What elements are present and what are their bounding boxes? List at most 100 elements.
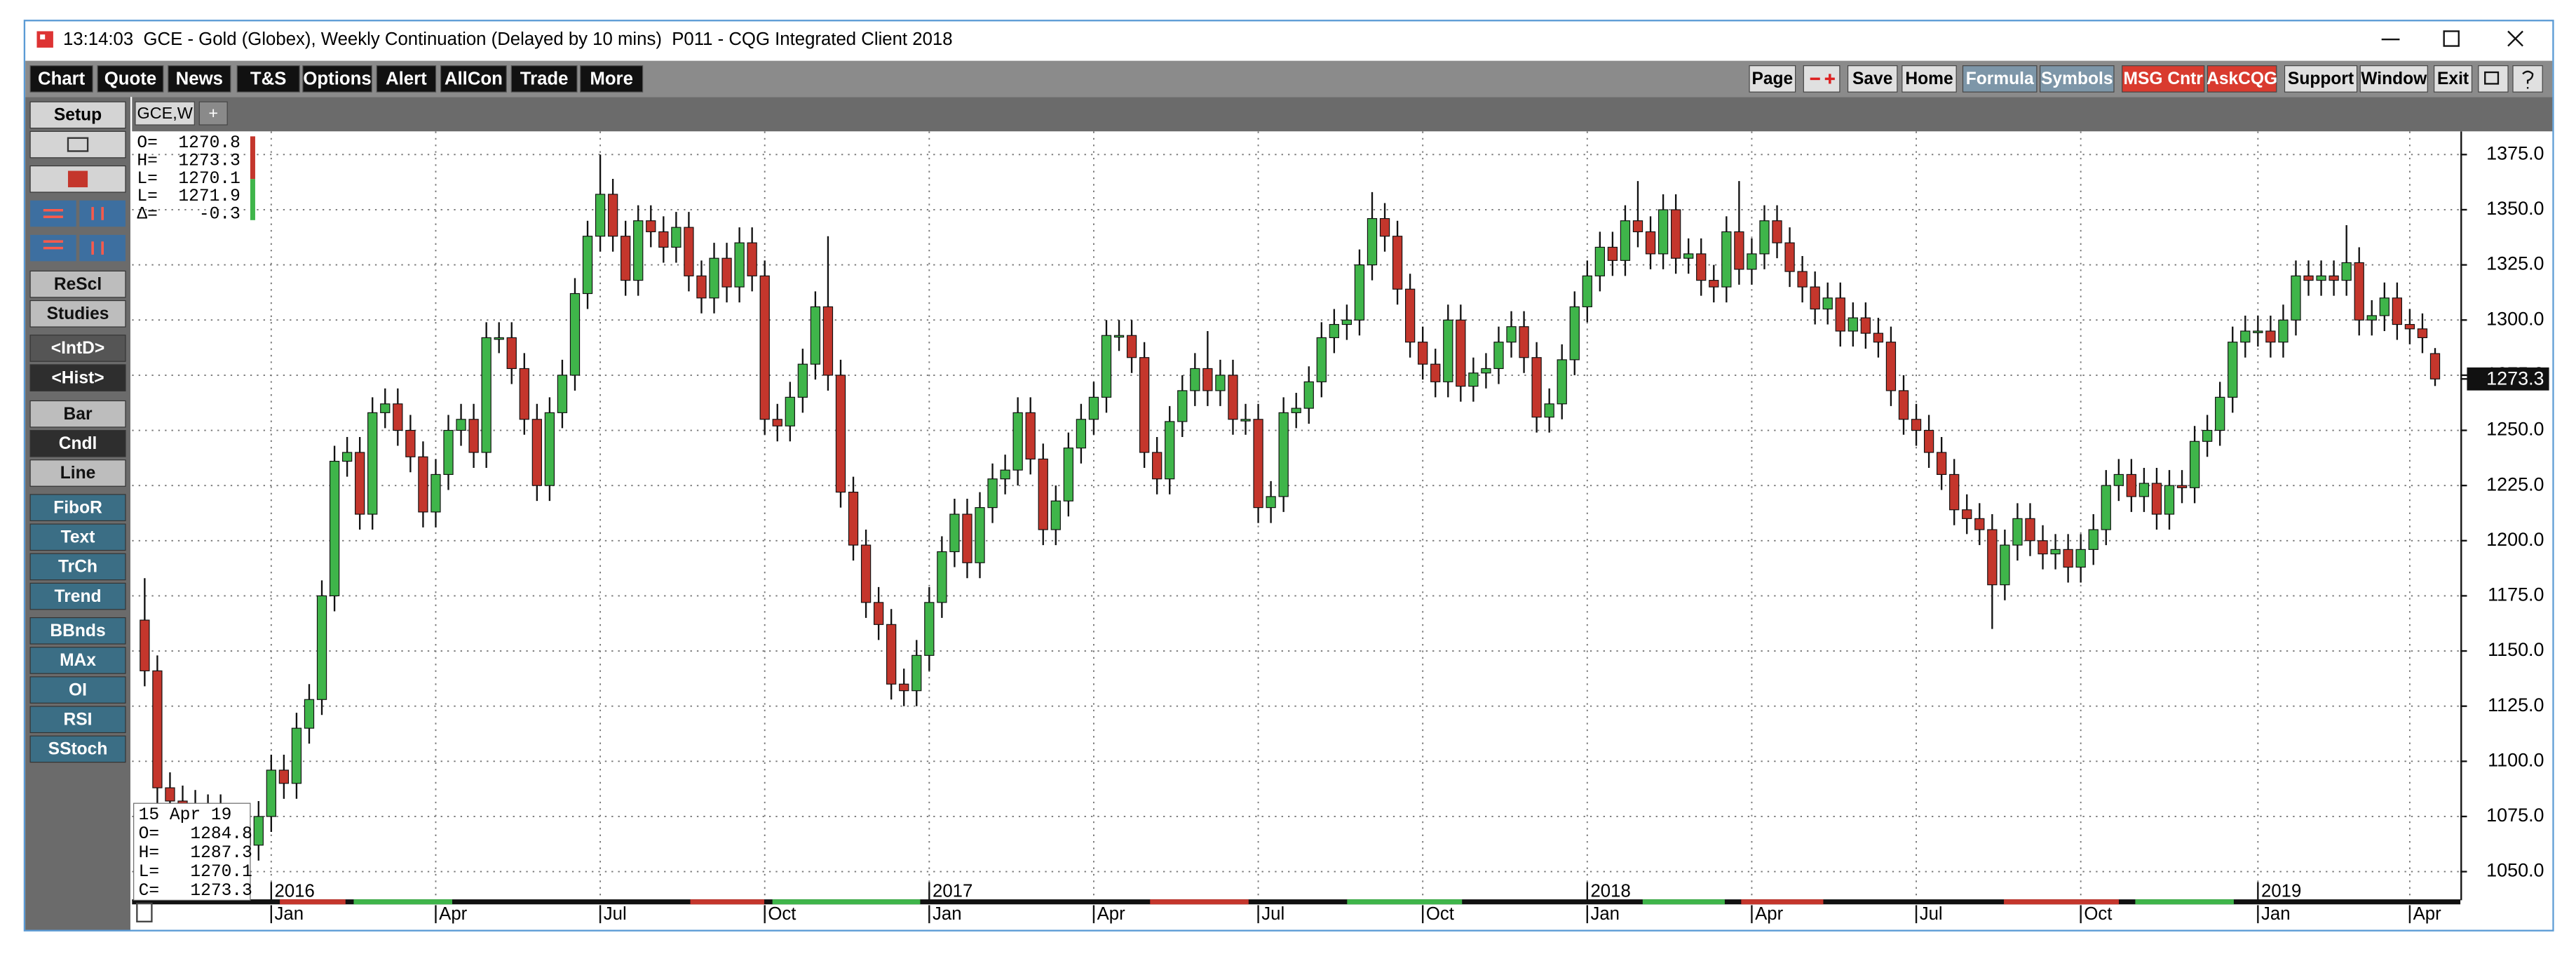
candle-body bbox=[2341, 262, 2352, 281]
window-controls[interactable] bbox=[2381, 30, 2523, 47]
year-label: 2017 bbox=[933, 881, 972, 901]
candle-body bbox=[253, 816, 264, 846]
candle-body bbox=[1139, 357, 1150, 453]
candle-body bbox=[772, 419, 782, 426]
candle-body bbox=[810, 306, 821, 365]
candle-body bbox=[1038, 458, 1048, 530]
sidebar-button[interactable] bbox=[29, 553, 126, 581]
sidebar-button[interactable] bbox=[29, 494, 126, 521]
y-tick-label: 1050.0 bbox=[2486, 860, 2544, 881]
tab[interactable] bbox=[198, 101, 228, 126]
candle-body bbox=[2253, 330, 2263, 333]
sidebar-button[interactable] bbox=[29, 429, 126, 457]
candle-body bbox=[2354, 262, 2364, 321]
toolbar-button[interactable] bbox=[97, 65, 164, 93]
last-price-box bbox=[2467, 367, 2549, 391]
candle-body bbox=[1000, 469, 1010, 480]
candle-body bbox=[1050, 500, 1061, 530]
candle-body bbox=[1177, 390, 1188, 422]
candle-body bbox=[2038, 540, 2048, 555]
toolbar-button[interactable] bbox=[2359, 65, 2428, 93]
candle-body bbox=[633, 220, 644, 281]
candle-body bbox=[519, 368, 529, 420]
sidebar-button[interactable] bbox=[29, 523, 126, 551]
candle-body bbox=[1190, 368, 1200, 391]
ohlc-line: L= 1271.9 bbox=[137, 187, 240, 206]
candle-body bbox=[1076, 419, 1087, 449]
toolbar-button[interactable] bbox=[510, 65, 578, 93]
print-button[interactable] bbox=[29, 130, 126, 159]
toolbar-button[interactable] bbox=[1847, 65, 1898, 93]
candle-body bbox=[1379, 217, 1390, 237]
sidebar-button[interactable] bbox=[29, 364, 126, 391]
sidebar-button[interactable] bbox=[29, 335, 126, 362]
close[interactable] bbox=[2507, 30, 2523, 47]
candle-body bbox=[1911, 419, 1922, 431]
candle-body bbox=[1291, 408, 1301, 413]
sidebar-label: Text bbox=[61, 527, 95, 546]
candle-body bbox=[1430, 363, 1441, 382]
sidebar-label: BBnds bbox=[50, 621, 105, 640]
toolbar-label: Save bbox=[1852, 69, 1892, 88]
cursor-line: L= 1270.1 bbox=[139, 863, 252, 882]
toolbar-label: Symbols bbox=[2041, 69, 2113, 88]
sidebar-button[interactable] bbox=[29, 706, 126, 734]
swap-x-button[interactable] bbox=[30, 200, 76, 227]
candle-body bbox=[557, 375, 568, 413]
candle-body bbox=[1784, 242, 1795, 272]
toolbar-button[interactable] bbox=[2206, 65, 2277, 93]
toolbar-button[interactable] bbox=[168, 65, 231, 93]
toolbar-button[interactable] bbox=[440, 65, 507, 93]
sidebar-button[interactable] bbox=[29, 101, 126, 129]
candle-body bbox=[1962, 509, 1972, 519]
toolbar-button[interactable] bbox=[2434, 65, 2473, 93]
candle-body bbox=[886, 624, 897, 685]
x-tick-label: Oct bbox=[768, 904, 796, 924]
toolbar-button[interactable] bbox=[236, 65, 300, 93]
candle-body bbox=[1329, 323, 1339, 338]
candle-body bbox=[405, 429, 416, 457]
candle-body bbox=[2101, 485, 2111, 530]
toolbar-button[interactable] bbox=[1962, 65, 2038, 93]
restore-button[interactable] bbox=[2478, 65, 2509, 93]
sidebar-button[interactable] bbox=[29, 647, 126, 674]
sidebar-button[interactable] bbox=[29, 300, 126, 328]
sidebar-button[interactable] bbox=[29, 459, 126, 487]
candle-body bbox=[924, 602, 935, 656]
cursor-line: 15 Apr 19 bbox=[139, 806, 232, 825]
sidebar-button[interactable] bbox=[29, 735, 126, 763]
sidebar-label: Cndl bbox=[59, 434, 97, 453]
toolbar-button[interactable] bbox=[2122, 65, 2205, 93]
candle-body bbox=[2088, 529, 2099, 550]
candle-body bbox=[152, 670, 163, 788]
button-icons bbox=[43, 207, 104, 255]
scroll-box[interactable] bbox=[136, 902, 153, 922]
candle-body bbox=[759, 275, 770, 420]
sidebar-button[interactable] bbox=[29, 582, 126, 610]
sidebar-button[interactable] bbox=[29, 270, 126, 298]
candle-body bbox=[1215, 375, 1226, 391]
sidebar-button[interactable] bbox=[29, 400, 126, 428]
maximize[interactable] bbox=[2443, 30, 2460, 47]
candle-body bbox=[949, 513, 960, 553]
toolbar-button[interactable] bbox=[376, 65, 437, 93]
color-icon bbox=[67, 170, 88, 187]
candle-body bbox=[2278, 319, 2289, 343]
toolbar-button[interactable] bbox=[1749, 65, 1796, 93]
candle-body bbox=[899, 683, 909, 692]
toolbar-button[interactable] bbox=[29, 65, 93, 93]
sidebar-button[interactable] bbox=[29, 676, 126, 704]
candle-body bbox=[1531, 357, 1542, 418]
toolbar-button[interactable] bbox=[1902, 65, 1957, 93]
candle-body bbox=[2151, 483, 2162, 515]
toolbar-button[interactable] bbox=[580, 65, 644, 93]
candle-body bbox=[1822, 297, 1833, 310]
candle-body bbox=[2164, 485, 2175, 515]
toolbar-button[interactable] bbox=[2284, 65, 2358, 93]
candle-body bbox=[646, 220, 656, 233]
sidebar-button[interactable] bbox=[29, 617, 126, 645]
toolbar-button[interactable] bbox=[2039, 65, 2115, 93]
toolbar-button[interactable] bbox=[302, 65, 372, 93]
candle-body bbox=[341, 452, 353, 462]
tab[interactable] bbox=[135, 101, 195, 126]
